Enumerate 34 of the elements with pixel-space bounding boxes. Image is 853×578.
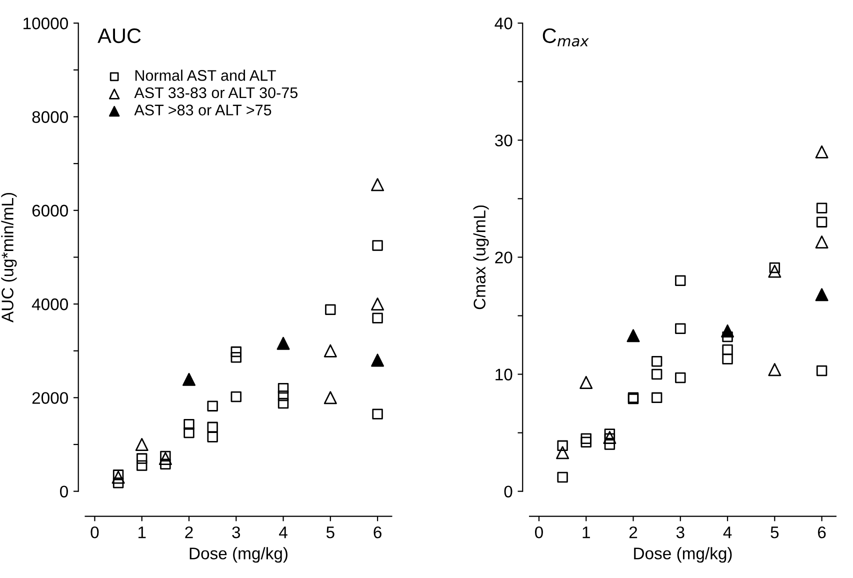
y-axis-title: AUC (ug*min/mL) <box>1 192 17 322</box>
x-tick-label: 5 <box>326 526 334 538</box>
x-tick-label: 2 <box>629 526 638 538</box>
x-axis-title: Dose (mg/kg) <box>634 547 732 563</box>
x-axis-title: Dose (mg/kg) <box>190 547 288 563</box>
x-tick-label: 6 <box>374 526 382 538</box>
x-tick-label: 4 <box>279 526 288 538</box>
legend-label: AST >83 or ALT >75 <box>134 104 272 116</box>
y-tick-label: 8000 <box>32 111 68 123</box>
x-tick-label: 5 <box>770 526 779 538</box>
x-tick-label: 0 <box>535 526 543 538</box>
y-tick-label: 2000 <box>32 392 68 404</box>
legend-label: AST 33-83 or ALT 30-75 <box>134 87 298 98</box>
x-tick-label: 1 <box>138 526 146 538</box>
y-tick-label: 20 <box>495 252 512 264</box>
y-tick-label: 0 <box>60 486 68 498</box>
x-tick-label: 3 <box>676 526 684 538</box>
chart-title: C$_{max}$ <box>542 28 589 46</box>
y-tick-label: 6000 <box>32 204 68 217</box>
y-tick-label: 0 <box>504 486 512 498</box>
y-tick-label: 10 <box>496 368 512 380</box>
x-tick-label: 6 <box>818 526 826 538</box>
y-tick-label: 30 <box>494 134 512 146</box>
x-tick-label: 3 <box>232 526 240 538</box>
y-tick-label: 10000 <box>24 18 68 30</box>
x-tick-label: 4 <box>723 526 732 538</box>
x-tick-label: 1 <box>582 526 590 538</box>
x-tick-label: 2 <box>185 526 193 538</box>
x-tick-label: 0 <box>90 526 99 538</box>
chart-title: AUC <box>98 28 141 44</box>
y-tick-label: 4000 <box>32 298 68 310</box>
y-axis-title: Cmax (ug/mL) <box>473 205 489 310</box>
y-tick-label: 40 <box>494 18 512 30</box>
legend-label: Normal AST and ALT <box>135 70 276 81</box>
